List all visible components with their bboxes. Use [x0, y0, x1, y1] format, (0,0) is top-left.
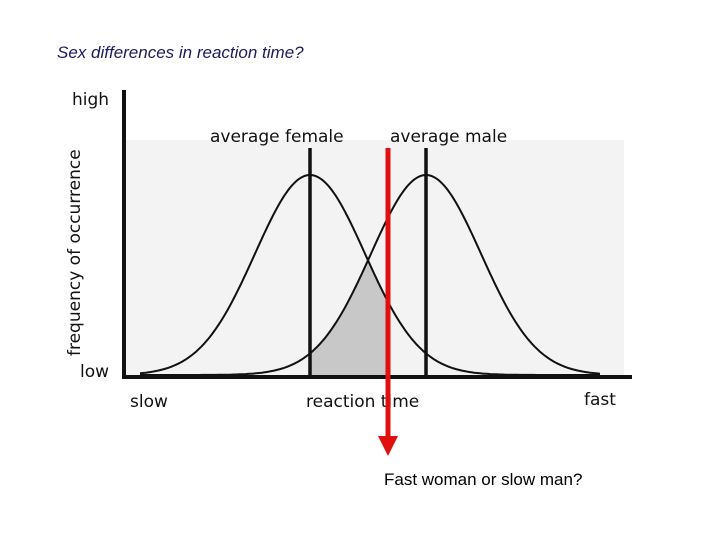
female-distribution-curve: [139, 173, 600, 376]
overlap-area: [310, 260, 388, 375]
average-male-label: average male: [390, 127, 507, 147]
x-fast-label: fast: [584, 390, 616, 410]
caption: Fast woman or slow man?: [384, 470, 583, 489]
y-axis-label: frequency of occurrence: [65, 149, 85, 356]
slide-title: Sex differences in reaction time?: [57, 43, 304, 62]
y-high-label: high: [72, 90, 109, 110]
marker-arrowhead: [378, 436, 398, 456]
average-female-label: average female: [210, 127, 344, 147]
x-slow-label: slow: [130, 392, 168, 412]
x-axis-label: reaction time: [306, 392, 419, 412]
male-distribution-curve: [140, 173, 601, 376]
y-low-label: low: [80, 362, 109, 382]
